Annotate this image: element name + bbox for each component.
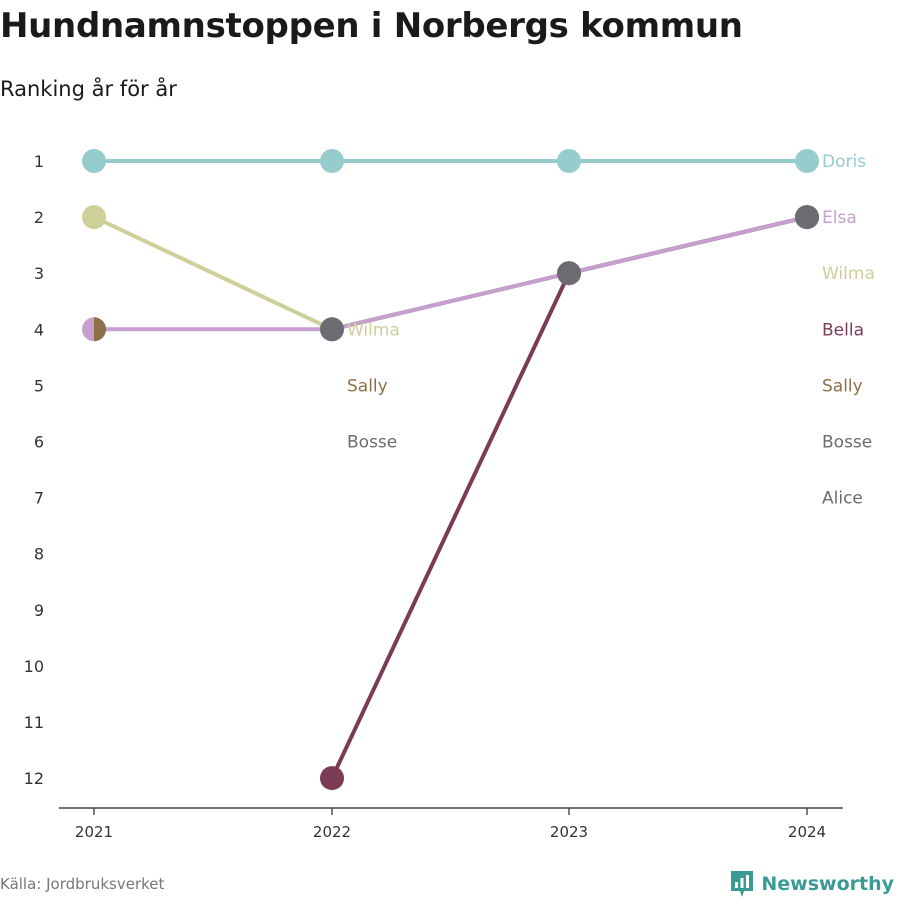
series-label-wilma: Wilma bbox=[822, 264, 875, 284]
brand-name: Newsworthy bbox=[761, 873, 894, 895]
y-tick-label: 3 bbox=[34, 264, 44, 283]
series-point-doris bbox=[320, 149, 344, 173]
chart-title: Hundnamnstoppen i Norbergs kommun bbox=[0, 6, 743, 46]
y-tick-label: 1 bbox=[34, 152, 44, 171]
x-tick-label: 2024 bbox=[788, 823, 826, 841]
x-tick-label: 2023 bbox=[550, 823, 588, 841]
series-label-wilma: Wilma bbox=[347, 320, 400, 340]
y-tick-label: 8 bbox=[34, 545, 44, 564]
series-label-alice: Alice bbox=[822, 489, 863, 509]
series-point-sally bbox=[94, 317, 107, 342]
series-line-bella bbox=[330, 271, 571, 781]
chart-subtitle: Ranking år för år bbox=[0, 77, 177, 101]
y-tick-label: 7 bbox=[34, 489, 44, 508]
y-tick-label: 10 bbox=[24, 657, 44, 676]
series-label-sally: Sally bbox=[347, 376, 388, 396]
y-tick-label: 4 bbox=[34, 320, 44, 339]
series-label-doris: Doris bbox=[822, 152, 866, 172]
y-tick-label: 5 bbox=[34, 376, 44, 395]
x-tick-label: 2021 bbox=[75, 823, 113, 841]
series-point-bosse bbox=[557, 261, 581, 286]
source-note: Källa: Jordbruksverket bbox=[0, 875, 165, 893]
y-tick-label: 6 bbox=[34, 433, 44, 452]
series-point-bosse bbox=[795, 205, 819, 230]
newsworthy-logo-icon bbox=[731, 871, 754, 897]
series-point-wilma bbox=[82, 205, 106, 230]
series-point-doris bbox=[557, 149, 581, 173]
y-tick-label: 9 bbox=[34, 601, 44, 620]
brand-logo[interactable]: Newsworthy bbox=[729, 868, 894, 900]
series-label-sally: Sally bbox=[822, 376, 863, 396]
y-tick-label: 12 bbox=[24, 769, 44, 788]
series-label-bosse: Bosse bbox=[822, 433, 872, 453]
y-tick-label: 2 bbox=[34, 208, 44, 227]
series-label-elsa: Elsa bbox=[822, 208, 857, 228]
x-tick-label: 2022 bbox=[313, 823, 351, 841]
series-label-bella: Bella bbox=[822, 320, 864, 340]
series-line-elsa bbox=[330, 271, 571, 332]
series-point-bella bbox=[320, 766, 344, 791]
series-line-elsa bbox=[567, 215, 809, 276]
y-tick-label: 11 bbox=[24, 713, 44, 732]
series-point-bosse bbox=[320, 317, 344, 342]
series-label-bosse: Bosse bbox=[347, 433, 397, 453]
series-point-doris bbox=[795, 149, 819, 173]
series-line-wilma bbox=[92, 215, 334, 332]
series-point-doris bbox=[82, 149, 106, 173]
